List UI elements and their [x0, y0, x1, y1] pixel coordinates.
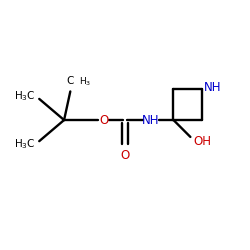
Text: O: O	[120, 148, 130, 162]
Text: O: O	[99, 114, 108, 126]
Text: $\mathregular{H_3}$: $\mathregular{H_3}$	[79, 75, 91, 88]
Text: C: C	[66, 76, 74, 86]
Text: NH: NH	[142, 114, 160, 126]
Text: $\mathregular{H_3C}$: $\mathregular{H_3C}$	[14, 137, 36, 150]
Text: NH: NH	[204, 81, 222, 94]
Text: $\mathregular{H_3C}$: $\mathregular{H_3C}$	[14, 90, 36, 103]
Text: OH: OH	[194, 135, 212, 148]
